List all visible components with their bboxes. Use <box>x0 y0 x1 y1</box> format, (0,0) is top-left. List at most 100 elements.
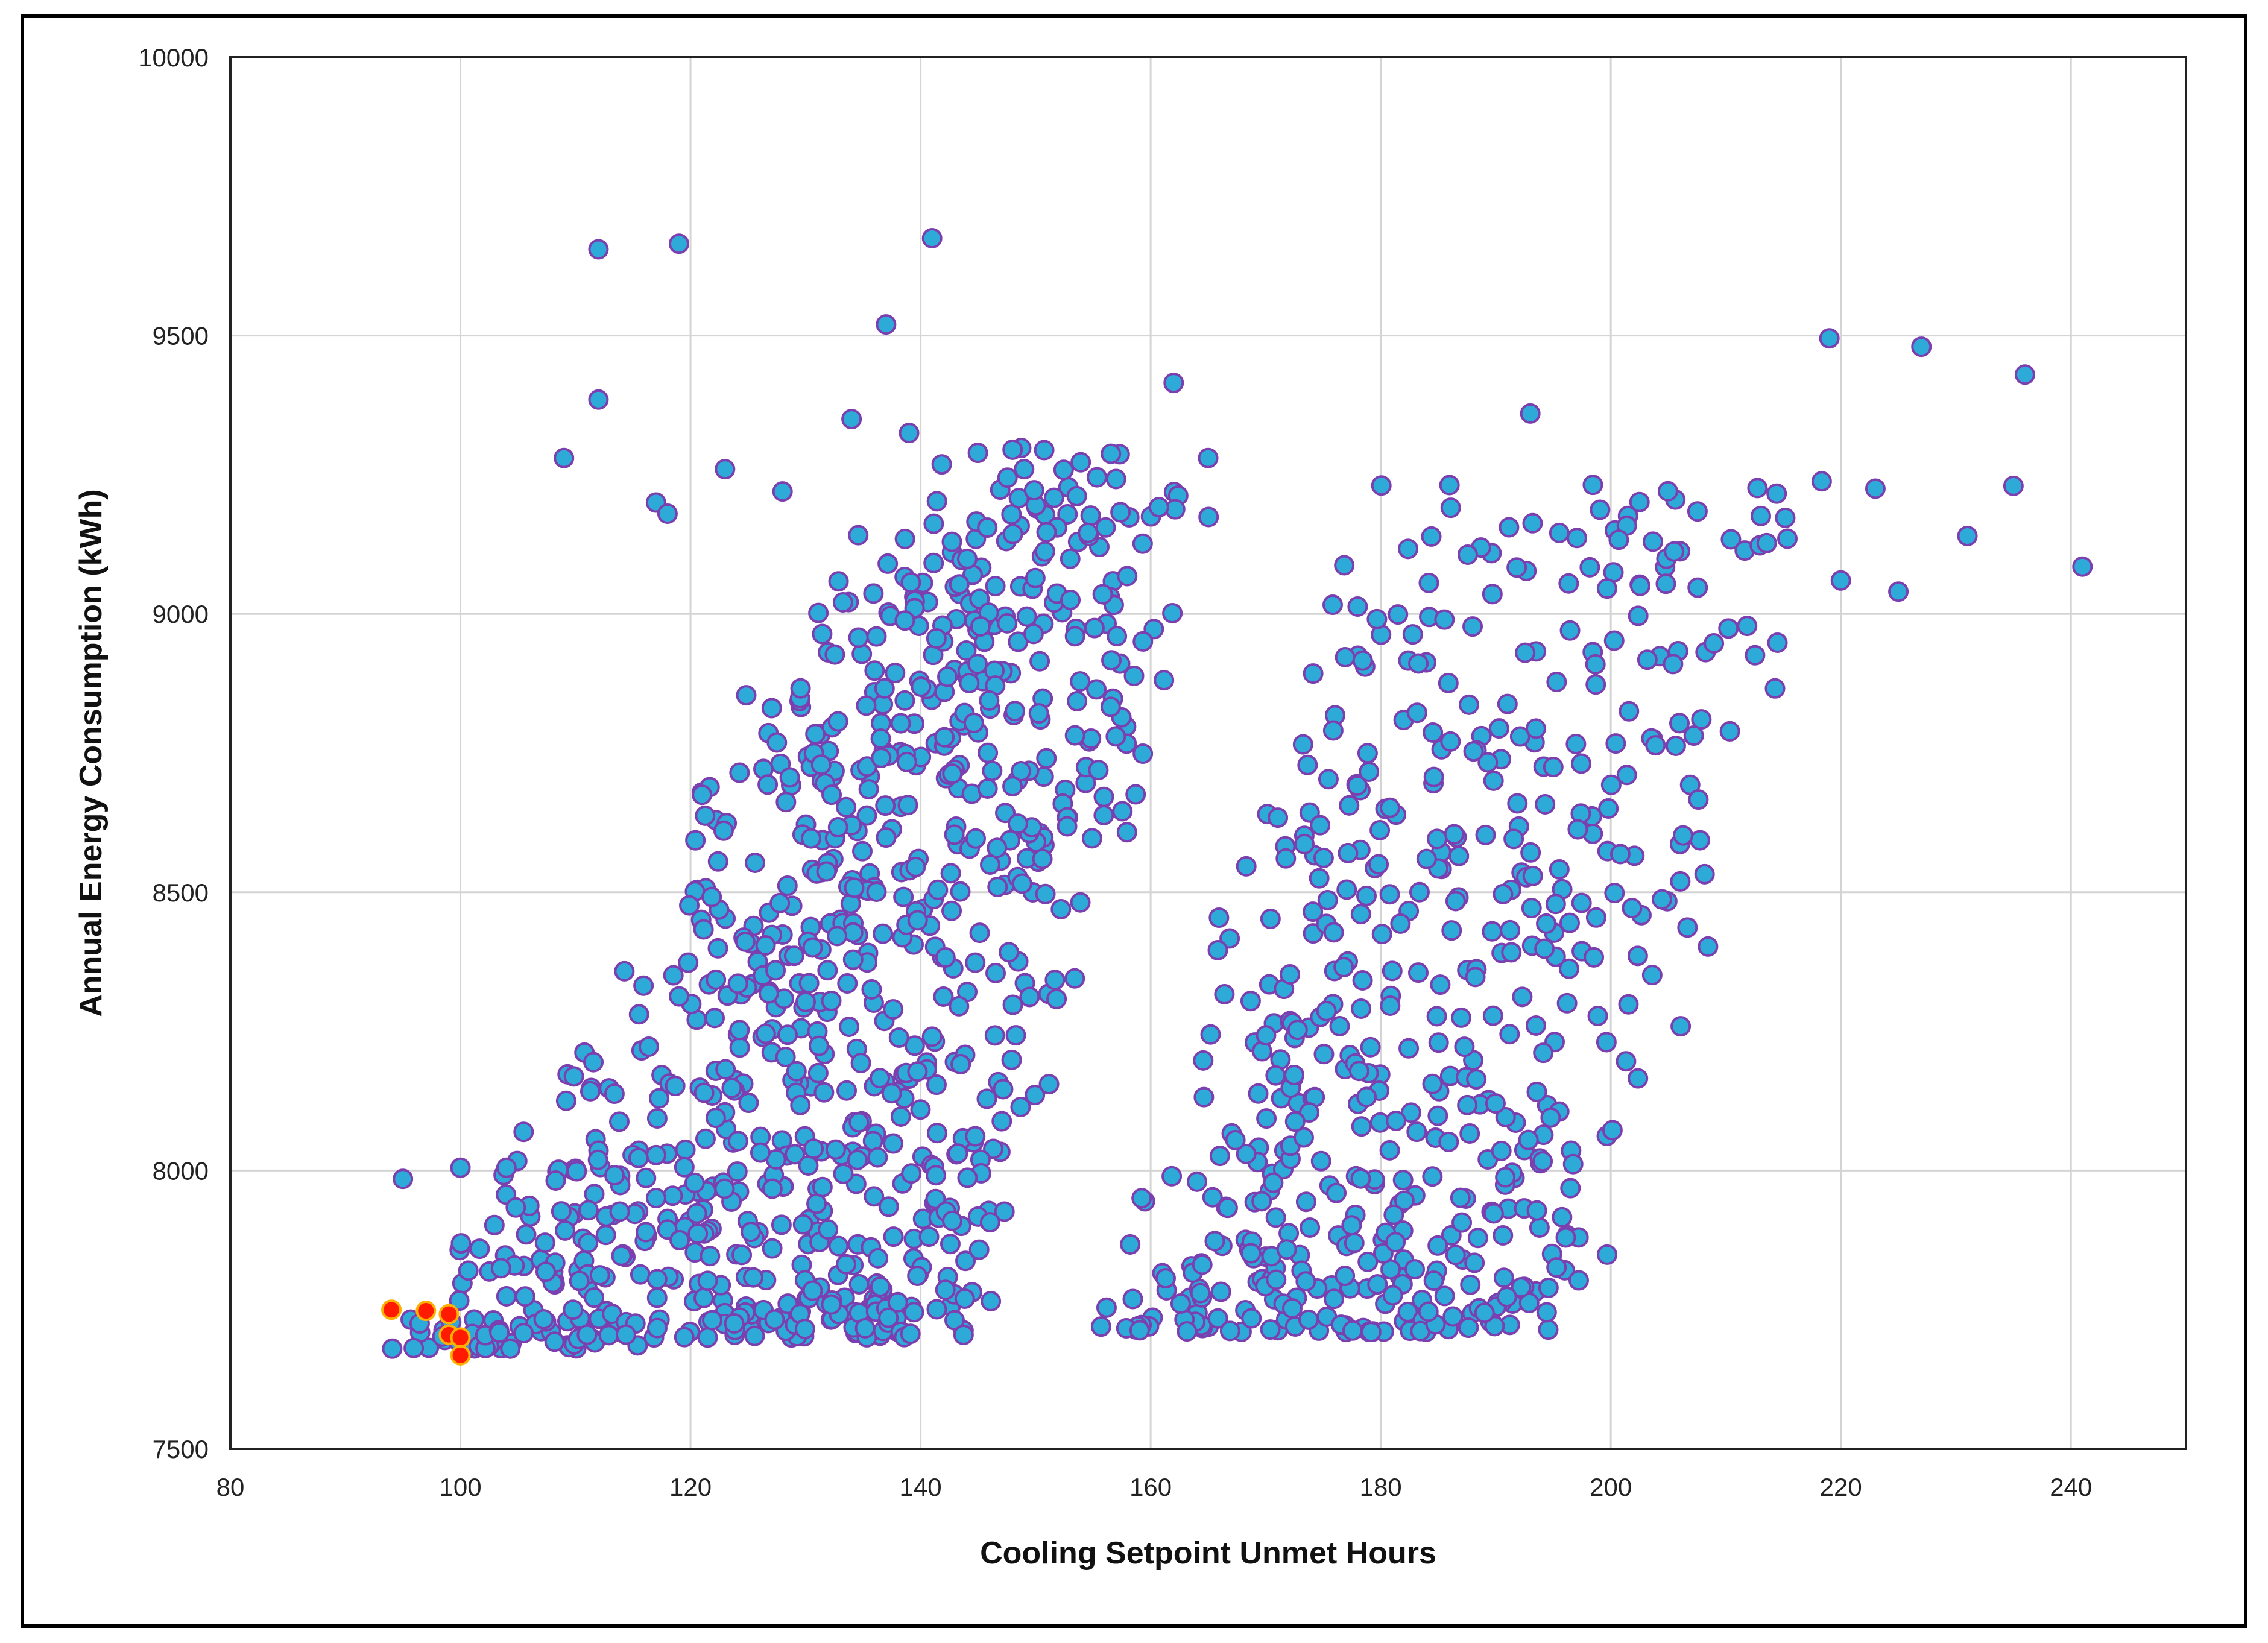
data-point <box>926 1123 947 1144</box>
data-point <box>734 931 756 952</box>
data-point <box>1404 1259 1426 1280</box>
data-point <box>1240 1243 1262 1264</box>
data-point <box>668 233 689 254</box>
data-point <box>1352 970 1373 991</box>
data-point <box>1023 480 1044 501</box>
data-point <box>854 1318 876 1339</box>
data-point <box>1600 774 1622 795</box>
data-point <box>1426 1006 1447 1027</box>
data-point <box>1025 567 1046 588</box>
data-point <box>1002 439 1023 460</box>
data-point <box>555 1220 576 1241</box>
data-point <box>837 973 858 994</box>
y-tick-label: 10000 <box>138 43 209 72</box>
data-point <box>798 1155 819 1176</box>
data-point <box>576 1324 598 1345</box>
data-point <box>827 817 848 838</box>
data-point <box>890 1106 911 1127</box>
data-point <box>942 1210 963 1231</box>
data-point <box>1317 889 1338 910</box>
data-point <box>851 643 873 664</box>
data-point <box>1236 1143 1257 1164</box>
data-point <box>1067 690 1088 711</box>
data-point <box>554 447 575 468</box>
data-point <box>1830 570 1851 591</box>
data-point <box>1522 512 1543 534</box>
data-point <box>1002 523 1023 544</box>
data-point <box>1525 718 1546 739</box>
data-point <box>514 1286 535 1307</box>
data-point <box>1348 1061 1369 1082</box>
data-point <box>851 840 873 862</box>
data-point <box>769 892 791 913</box>
data-point <box>1357 743 1378 764</box>
data-point <box>935 947 956 968</box>
data-point <box>566 1161 587 1182</box>
data-point <box>883 1226 904 1247</box>
data-point <box>848 1112 870 1133</box>
data-point <box>997 467 1018 488</box>
data-point <box>832 591 853 613</box>
data-point <box>1434 1285 1455 1307</box>
data-point <box>1764 678 1786 699</box>
data-point <box>805 724 826 745</box>
data-point <box>904 1035 925 1056</box>
data-point <box>821 991 842 1012</box>
data-point <box>808 602 829 623</box>
data-point <box>798 973 820 994</box>
data-point <box>921 228 943 249</box>
data-point <box>693 1287 714 1308</box>
data-point <box>812 623 833 645</box>
data-point <box>1125 784 1146 805</box>
data-point <box>878 1307 899 1328</box>
x-tick-label: 80 <box>216 1473 245 1501</box>
data-point <box>790 1094 811 1115</box>
data-point <box>1532 1151 1553 1172</box>
data-point <box>1100 696 1121 717</box>
data-point <box>695 1128 716 1149</box>
data-point <box>1408 653 1429 674</box>
data-point <box>772 481 793 502</box>
data-point <box>839 1016 860 1037</box>
data-point <box>1445 1244 1466 1266</box>
data-point <box>1422 1166 1443 1187</box>
data-point <box>970 616 991 637</box>
data-point <box>1493 883 1514 904</box>
data-point <box>657 503 678 525</box>
data-point <box>1336 879 1357 900</box>
data-point <box>1368 854 1389 875</box>
data-point <box>875 795 896 816</box>
data-point <box>1491 1140 1512 1161</box>
data-point <box>1596 1032 1617 1053</box>
data-points <box>382 228 2093 1359</box>
data-point <box>1352 650 1373 671</box>
data-point <box>1324 1288 1345 1310</box>
data-point <box>707 938 728 959</box>
data-point <box>595 1225 616 1246</box>
data-point <box>1657 481 1678 502</box>
data-point <box>1131 1188 1152 1209</box>
data-point <box>978 742 999 763</box>
data-point <box>827 711 848 732</box>
data-point <box>663 965 684 986</box>
data-point <box>899 423 920 444</box>
data-point <box>697 1327 718 1348</box>
data-point <box>1050 899 1072 920</box>
data-point <box>1193 1086 1215 1108</box>
data-point <box>403 1337 425 1358</box>
data-point <box>614 960 635 982</box>
data-point <box>1163 373 1184 394</box>
data-point <box>816 861 837 882</box>
data-point <box>1503 828 1524 850</box>
data-point <box>965 1126 986 1147</box>
data-point <box>727 973 748 994</box>
data-point <box>1016 606 1037 627</box>
data-point <box>729 1020 750 1041</box>
data-point <box>1198 506 1219 528</box>
data-point <box>1295 1271 1316 1292</box>
data-point <box>1090 1316 1111 1337</box>
data-point <box>1451 1007 1472 1028</box>
data-point <box>598 1325 619 1346</box>
data-point <box>1284 1064 1305 1085</box>
data-point <box>1339 795 1360 816</box>
